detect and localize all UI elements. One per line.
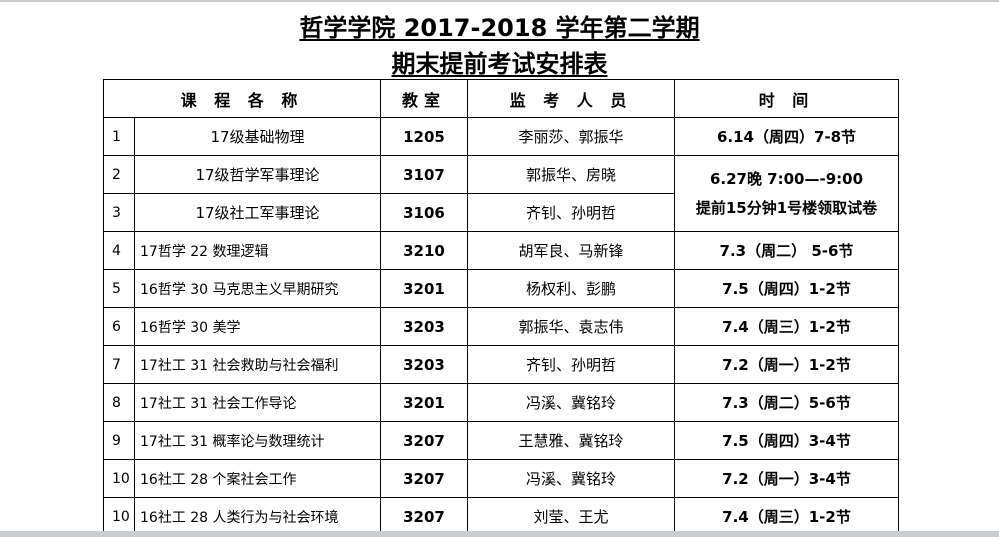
row-number: 2 — [103, 155, 135, 194]
exam-time: 7.3（周二） 5-6节 — [674, 231, 899, 270]
classroom: 1205 — [380, 117, 468, 156]
table-row: 6 16哲学 30 美学 3203 郭振华、袁志伟 7.4（周三）1-2节 — [103, 307, 899, 346]
course-name: 16社工 28 人类行为与社会环境 — [134, 497, 381, 536]
exam-time: 7.5（周四）1-2节 — [674, 269, 899, 308]
window-top-border — [0, 0, 999, 2]
course-name: 17社工 31 社会救助与社会福利 — [134, 345, 381, 384]
classroom: 3203 — [380, 345, 468, 384]
course-name: 17级哲学军事理论 — [134, 155, 381, 194]
table-row: 2 17级哲学军事理论 3107 郭振华、房晓 6.27晚 7:00—-9:00 提前15… — [103, 155, 899, 232]
table-row: 5 16哲学 30 马克思主义早期研究 3201 杨权利、彭鹏 7.5（周四）1-2节 — [103, 269, 899, 308]
window-bottom-bar — [0, 531, 999, 537]
title-line-2: 期末提前考试安排表 — [391, 50, 608, 78]
table-row: 10 16社工 28 人类行为与社会环境 3207 刘莹、王尤 7.4（周三）1-2节 — [103, 497, 899, 536]
exam-time: 7.5（周四）3-4节 — [674, 421, 899, 460]
exam-time: 7.4（周三）1-2节 — [674, 497, 899, 536]
exam-time: 7.2（周一）1-2节 — [674, 345, 899, 384]
row-number: 6 — [103, 307, 135, 346]
classroom: 3107 — [380, 155, 468, 194]
table-row: 4 17哲学 22 数理逻辑 3210 胡军良、马新锋 7.3（周二） 5-6节 — [103, 231, 899, 270]
row-number: 10 — [103, 497, 135, 536]
exam-time-note: 提前15分钟1号楼领取试卷 — [695, 198, 878, 217]
classroom: 3207 — [380, 421, 468, 460]
table-row: 1 17级基础物理 1205 李丽莎、郭振华 6.14（周四）7-8节 — [103, 117, 899, 156]
header-course: 课 程 各 称 — [103, 79, 381, 118]
course-name: 17哲学 22 数理逻辑 — [134, 231, 381, 270]
document-title: 哲学学院 2017-2018 学年第二学期 — [0, 8, 999, 43]
course-name: 17社工 31 社会工作导论 — [134, 383, 381, 422]
course-name: 16哲学 30 美学 — [134, 307, 381, 346]
table-row: 10 16社工 28 个案社会工作 3207 冯溪、冀铭玲 7.2（周一）3-4节 — [103, 459, 899, 498]
header-time: 时 间 — [674, 79, 899, 118]
invigilators: 李丽莎、郭振华 — [467, 117, 675, 156]
exam-time: 6.14（周四）7-8节 — [674, 117, 899, 156]
classroom: 3210 — [380, 231, 468, 270]
course-name: 17级基础物理 — [134, 117, 381, 156]
invigilators: 胡军良、马新锋 — [467, 231, 675, 270]
row-number: 7 — [103, 345, 135, 384]
title-line-1: 哲学学院 2017-2018 学年第二学期 — [299, 14, 700, 42]
table-row: 7 17社工 31 社会救助与社会福利 3203 齐钊、孙明哲 7.2（周一）1-2节 — [103, 345, 899, 384]
course-name: 16哲学 30 马克思主义早期研究 — [134, 269, 381, 308]
row-number: 4 — [103, 231, 135, 270]
classroom: 3203 — [380, 307, 468, 346]
exam-time: 7.3（周二）5-6节 — [674, 383, 899, 422]
invigilators: 齐钊、孙明哲 — [467, 193, 675, 232]
header-invigilators: 监 考 人 员 — [467, 79, 675, 118]
invigilators: 刘莹、王尤 — [467, 497, 675, 536]
invigilators: 冯溪、冀铭玲 — [467, 383, 675, 422]
classroom: 3201 — [380, 269, 468, 308]
row-number: 8 — [103, 383, 135, 422]
invigilators: 郭振华、袁志伟 — [467, 307, 675, 346]
row-number: 3 — [103, 193, 135, 232]
document-subtitle: 期末提前考试安排表 — [0, 44, 999, 79]
header-room: 教室 — [380, 79, 468, 118]
invigilators: 齐钊、孙明哲 — [467, 345, 675, 384]
exam-time-line: 6.27晚 7:00—-9:00 — [709, 170, 864, 188]
classroom: 3207 — [380, 497, 468, 536]
course-name: 17社工 31 概率论与数理统计 — [134, 421, 381, 460]
invigilators: 王慧雅、冀铭玲 — [467, 421, 675, 460]
classroom: 3106 — [380, 193, 468, 232]
invigilators: 郭振华、房晓 — [467, 155, 675, 194]
exam-time: 7.4（周三）1-2节 — [674, 307, 899, 346]
course-name: 17级社工军事理论 — [134, 193, 381, 232]
row-number: 1 — [103, 117, 135, 156]
table-header-row: 课 程 各 称 教室 监 考 人 员 时 间 — [103, 79, 899, 118]
exam-time: 6.27晚 7:00—-9:00 提前15分钟1号楼领取试卷 — [674, 155, 899, 232]
exam-time: 7.2（周一）3-4节 — [674, 459, 899, 498]
row-number: 5 — [103, 269, 135, 308]
row-number: 10 — [103, 459, 135, 498]
exam-schedule-table: 课 程 各 称 教室 监 考 人 员 时 间 1 17级基础物理 1205 李丽莎、郭… — [103, 79, 899, 536]
row-number: 9 — [103, 421, 135, 460]
table-row: 9 17社工 31 概率论与数理统计 3207 王慧雅、冀铭玲 7.5（周四）3-4节 — [103, 421, 899, 460]
invigilators: 杨权利、彭鹏 — [467, 269, 675, 308]
classroom: 3207 — [380, 459, 468, 498]
course-name: 16社工 28 个案社会工作 — [134, 459, 381, 498]
invigilators: 冯溪、冀铭玲 — [467, 459, 675, 498]
classroom: 3201 — [380, 383, 468, 422]
table-row: 8 17社工 31 社会工作导论 3201 冯溪、冀铭玲 7.3（周二）5-6节 — [103, 383, 899, 422]
